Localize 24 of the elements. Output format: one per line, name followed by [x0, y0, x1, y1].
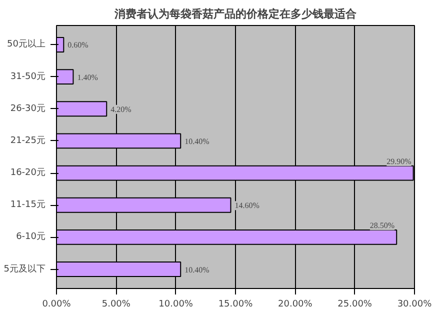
x-tick-label: 5.00%: [102, 300, 131, 310]
x-tick-label: 25.00%: [338, 300, 372, 310]
y-tick-label: 26-30元: [10, 102, 46, 114]
chart-title: 消费者认为每袋香菇产品的价格定在多少钱最适合: [114, 8, 358, 20]
y-tick-label: 16-20元: [10, 167, 46, 178]
data-label: 1.40%: [77, 72, 98, 82]
y-tick-label: 21-25元: [10, 134, 46, 146]
x-tick-label: 0.00%: [42, 300, 72, 310]
y-tick-label: 6-10元: [16, 231, 46, 242]
data-label: 10.40%: [184, 265, 210, 274]
x-tick-label: 20.00%: [278, 300, 313, 310]
data-label: 29.90%: [386, 157, 412, 166]
x-tick-label: 30.00%: [397, 300, 432, 310]
x-tick-label: 10.00%: [158, 300, 194, 310]
data-label: 4.20%: [110, 104, 132, 114]
x-tick-label: 15.00%: [218, 300, 254, 310]
data-label: 28.50%: [370, 221, 395, 230]
y-tick-label: 50元以上: [7, 38, 46, 50]
data-label: 0.60%: [68, 40, 89, 50]
y-tick-label: 11-15元: [10, 199, 46, 210]
data-label: 14.60%: [234, 201, 260, 210]
data-label: 10.40%: [184, 136, 210, 146]
y-tick-label: 31-50元: [10, 70, 46, 82]
y-tick-label: 5元及以下: [4, 263, 46, 274]
